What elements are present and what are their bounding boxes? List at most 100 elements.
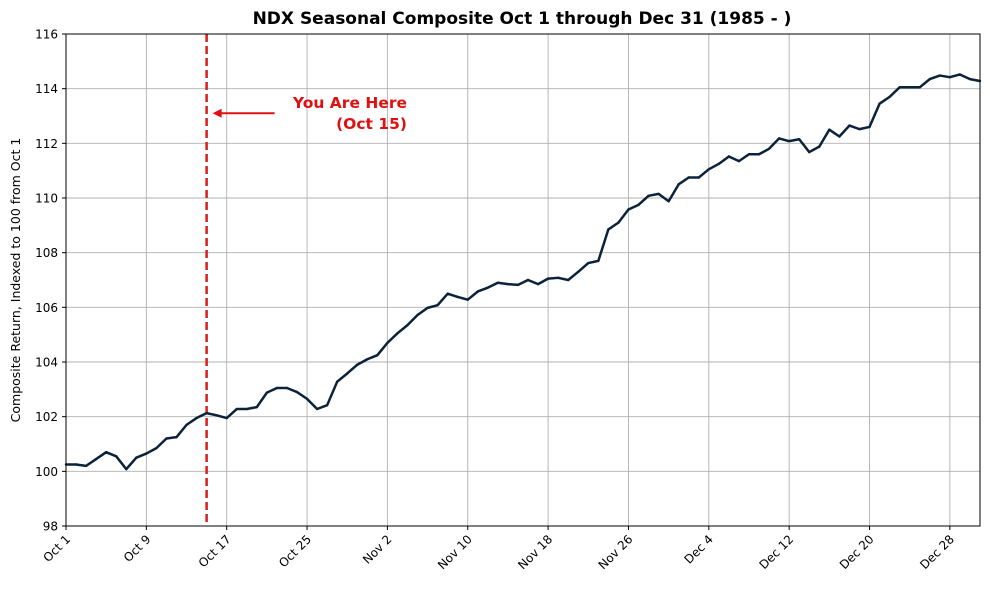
data-point [657,192,660,196]
data-point [737,159,741,163]
annotation: You Are Here (Oct 15) [212,94,407,133]
x-tick-label: Dec 28 [917,532,957,572]
y-tick-label: 106 [35,301,58,315]
data-point [335,380,339,383]
data-point [556,276,560,280]
y-tick-label: 114 [35,82,58,96]
annotation-line-1: You Are Here [292,94,407,112]
x-ticks: Oct 1 Oct 9 Oct 17 Oct 25 Nov 2 Nov 10 Nov 18 N… [40,526,957,572]
y-axis-label: Composite Return, Indexed to 100 from Oc… [8,138,23,423]
y-tick-label: 102 [35,410,58,424]
data-point [828,128,831,131]
data-point [325,403,329,407]
data-point [677,183,680,186]
data-point [416,313,419,317]
data-point [747,153,751,156]
data-point [84,464,88,468]
data-point [536,282,540,286]
data-point [466,298,469,301]
data-point [617,221,620,224]
data-point [898,86,901,89]
data-point [145,452,148,455]
x-tick-label: Oct 25 [276,532,314,570]
data-point [958,73,962,76]
data-point [647,194,650,198]
x-tick-label: Nov 26 [596,532,636,572]
data-point [757,153,761,156]
data-point [185,423,188,427]
data-point [717,162,721,166]
data-point [346,372,349,375]
data-point [727,155,731,158]
data-point [577,270,580,273]
data-point [818,145,821,148]
data-point [808,150,811,154]
data-point [94,457,98,461]
data-point [777,137,781,140]
data-point [627,208,630,211]
data-point [155,446,158,450]
data-point [356,363,359,366]
grid [65,33,980,527]
data-point [587,261,590,265]
data-point [456,295,459,299]
data-point [848,124,851,127]
data-point [486,286,490,289]
x-tick-label: Nov 10 [435,532,475,572]
data-point [838,135,841,138]
data-point [516,283,520,287]
y-tick-label: 116 [35,28,58,42]
data-point [506,282,510,286]
data-point [74,463,78,466]
data-point [878,102,881,105]
data-point [104,451,108,454]
data-point [908,86,911,89]
data-point [235,407,238,411]
data-point [406,323,409,327]
data-point [175,435,178,439]
x-tick-label: Oct 17 [196,532,234,570]
data-point [426,306,429,310]
data-point [526,278,530,282]
annotation-line-2: (Oct 15) [336,115,407,133]
chart-title: NDX Seasonal Composite Oct 1 through Dec… [253,9,792,29]
y-tick-label: 112 [35,137,58,151]
data-point [115,455,118,458]
x-tick-label: Oct 9 [121,532,154,565]
data-point [697,176,700,179]
data-point [968,77,972,81]
x-tick-label: Nov 18 [515,532,555,572]
data-point [496,281,500,284]
data-point [386,341,389,345]
data-point [546,277,550,280]
data-point [125,467,128,471]
data-point [888,95,891,99]
data-point [245,407,248,411]
data-point [225,416,228,420]
data-point [255,405,259,409]
series-line [66,73,981,471]
data-point [597,259,600,263]
data-point [295,390,299,394]
data-point [195,416,198,420]
data-point [476,290,480,293]
data-point [607,228,610,231]
data-point [396,332,399,335]
y-tick-label: 100 [35,465,58,479]
data-point [637,203,640,207]
data-point [436,303,439,307]
data-point [165,437,168,440]
data-point [948,75,952,79]
data-point [928,77,931,81]
data-point [305,397,309,401]
y-tick-label: 98 [43,520,58,534]
x-tick-label: Dec 12 [756,532,796,572]
data-point [275,386,279,390]
data-point [707,168,711,171]
x-tick-label: Dec 20 [837,532,877,572]
data-point [265,391,269,394]
data-point [315,407,319,411]
data-point [858,127,861,131]
data-point [767,147,771,150]
data-point [687,176,690,179]
